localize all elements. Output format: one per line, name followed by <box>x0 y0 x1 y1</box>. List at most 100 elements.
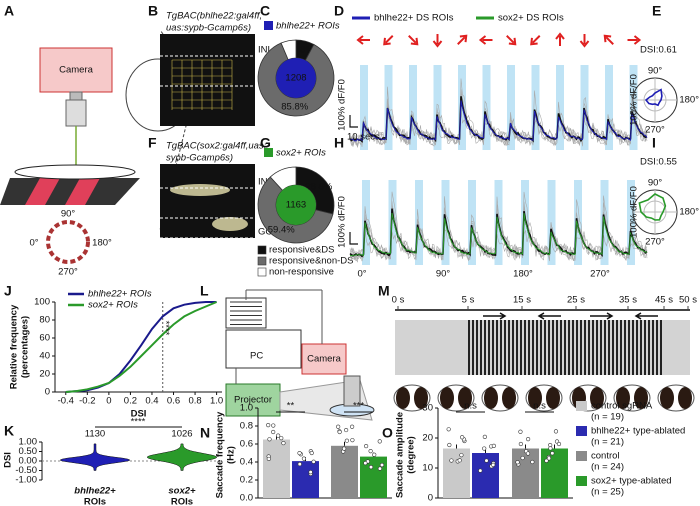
grating-bar <box>516 320 518 375</box>
objective <box>65 99 87 127</box>
significance: ** <box>287 401 295 412</box>
y-tick-label: 80 <box>39 315 50 326</box>
angle-label: 90° <box>648 66 663 77</box>
dsi-label: DSI:0.61 <box>640 45 677 56</box>
y-tick-label: 40 <box>39 351 50 362</box>
legend-label: (n = 21) <box>591 437 624 448</box>
grating-bar <box>572 320 574 375</box>
motion-arrow <box>590 312 614 320</box>
dot <box>518 429 523 434</box>
grating-bar <box>500 320 502 375</box>
y-tick-label: 20 <box>422 433 433 444</box>
panel-label: A <box>4 3 14 19</box>
dot <box>344 427 349 433</box>
legend-label: bhlhe22+ ROIs <box>276 21 340 32</box>
grating-bar <box>608 320 610 375</box>
roi-trace <box>349 201 648 263</box>
panel-label: L <box>200 283 209 299</box>
dot <box>526 437 531 442</box>
dot <box>482 446 487 451</box>
legend-label: control <box>591 451 620 462</box>
legend-label: control sgRNA <box>591 401 653 412</box>
angle-label: 90° <box>61 209 76 220</box>
angle-label: 270° <box>58 267 78 278</box>
legend-swatch <box>264 148 273 157</box>
time-label: 45 s <box>655 295 673 306</box>
significance: **** <box>160 321 171 336</box>
dot <box>279 436 284 441</box>
violin <box>59 443 131 471</box>
grating-bar <box>504 320 506 375</box>
dot <box>459 453 464 458</box>
panel-label: I <box>652 135 656 151</box>
eye <box>396 387 410 409</box>
grating-bar <box>652 320 654 375</box>
scale-label: 10 secs <box>347 132 380 143</box>
dot <box>518 441 523 447</box>
direction-arrow <box>506 35 517 46</box>
angle-label: 0° <box>29 238 38 249</box>
y-tick-label: 1.00 <box>19 437 38 448</box>
eye <box>678 387 692 409</box>
legend-label: (n = 19) <box>591 412 624 423</box>
label: Camera <box>59 65 94 76</box>
dot <box>363 461 368 466</box>
time-label: 15 s <box>513 295 531 306</box>
grating-bar <box>540 320 542 375</box>
significance: **** <box>131 417 146 428</box>
y-tick-label: 0 <box>428 493 433 504</box>
pc-box <box>225 329 302 369</box>
label: PC <box>250 351 263 362</box>
axis-label: (percentages) <box>20 316 31 378</box>
label: Camera <box>307 354 342 365</box>
grating-bar <box>480 320 482 375</box>
grating-bar <box>628 320 630 375</box>
eye <box>528 387 542 409</box>
dot <box>276 433 281 438</box>
dot <box>520 455 525 461</box>
grating-bar <box>568 320 570 375</box>
bar <box>512 448 539 498</box>
axis-label: 100% dF/F0 <box>337 196 348 248</box>
legend-label: responsive&DS <box>269 245 334 256</box>
legend-swatch <box>576 401 587 411</box>
legend-swatch <box>576 451 587 461</box>
bar <box>331 445 358 498</box>
grating-bar <box>660 320 662 375</box>
dot <box>446 427 451 432</box>
slice-label: 7.8% <box>292 44 314 55</box>
x-tick-label: 0.4 <box>145 396 158 407</box>
significance: *** <box>353 401 364 412</box>
direction-arrow <box>603 34 614 45</box>
stripe <box>25 178 60 205</box>
x-tick-label: bhlhe22+ <box>74 486 116 497</box>
y-tick-label: 10 <box>422 463 433 474</box>
dot <box>271 423 276 428</box>
grating-bar <box>536 320 538 375</box>
panel-label: E <box>652 3 661 19</box>
time-label: 35 s <box>619 295 637 306</box>
time-label: 0 s <box>392 295 405 306</box>
y-tick-label: 100 <box>34 297 50 308</box>
x-tick-label: 1.0 <box>210 396 223 407</box>
grating-bar <box>564 320 566 375</box>
axis-label: (Hz) <box>226 446 237 464</box>
x-tick-label: 0.2 <box>124 396 137 407</box>
panel-label: J <box>4 283 12 299</box>
dot <box>525 451 531 456</box>
y-tick-label: 0.4 <box>240 457 253 468</box>
stimulus-band <box>556 65 564 150</box>
mean-trace <box>349 100 648 142</box>
dsi-label: DSI:0.55 <box>640 157 677 168</box>
panel-label: G <box>260 135 271 151</box>
stimulus-band <box>409 65 417 150</box>
camera-box <box>301 343 347 375</box>
legend-swatch <box>576 426 587 436</box>
direction-arrow <box>478 35 493 45</box>
axis-label: DSI <box>3 452 14 468</box>
layer-label: INL <box>258 45 273 56</box>
stimulus-band <box>482 65 491 150</box>
roi-trace <box>349 78 648 146</box>
legend-label: (n = 24) <box>591 462 624 473</box>
grating-bar <box>640 320 642 375</box>
